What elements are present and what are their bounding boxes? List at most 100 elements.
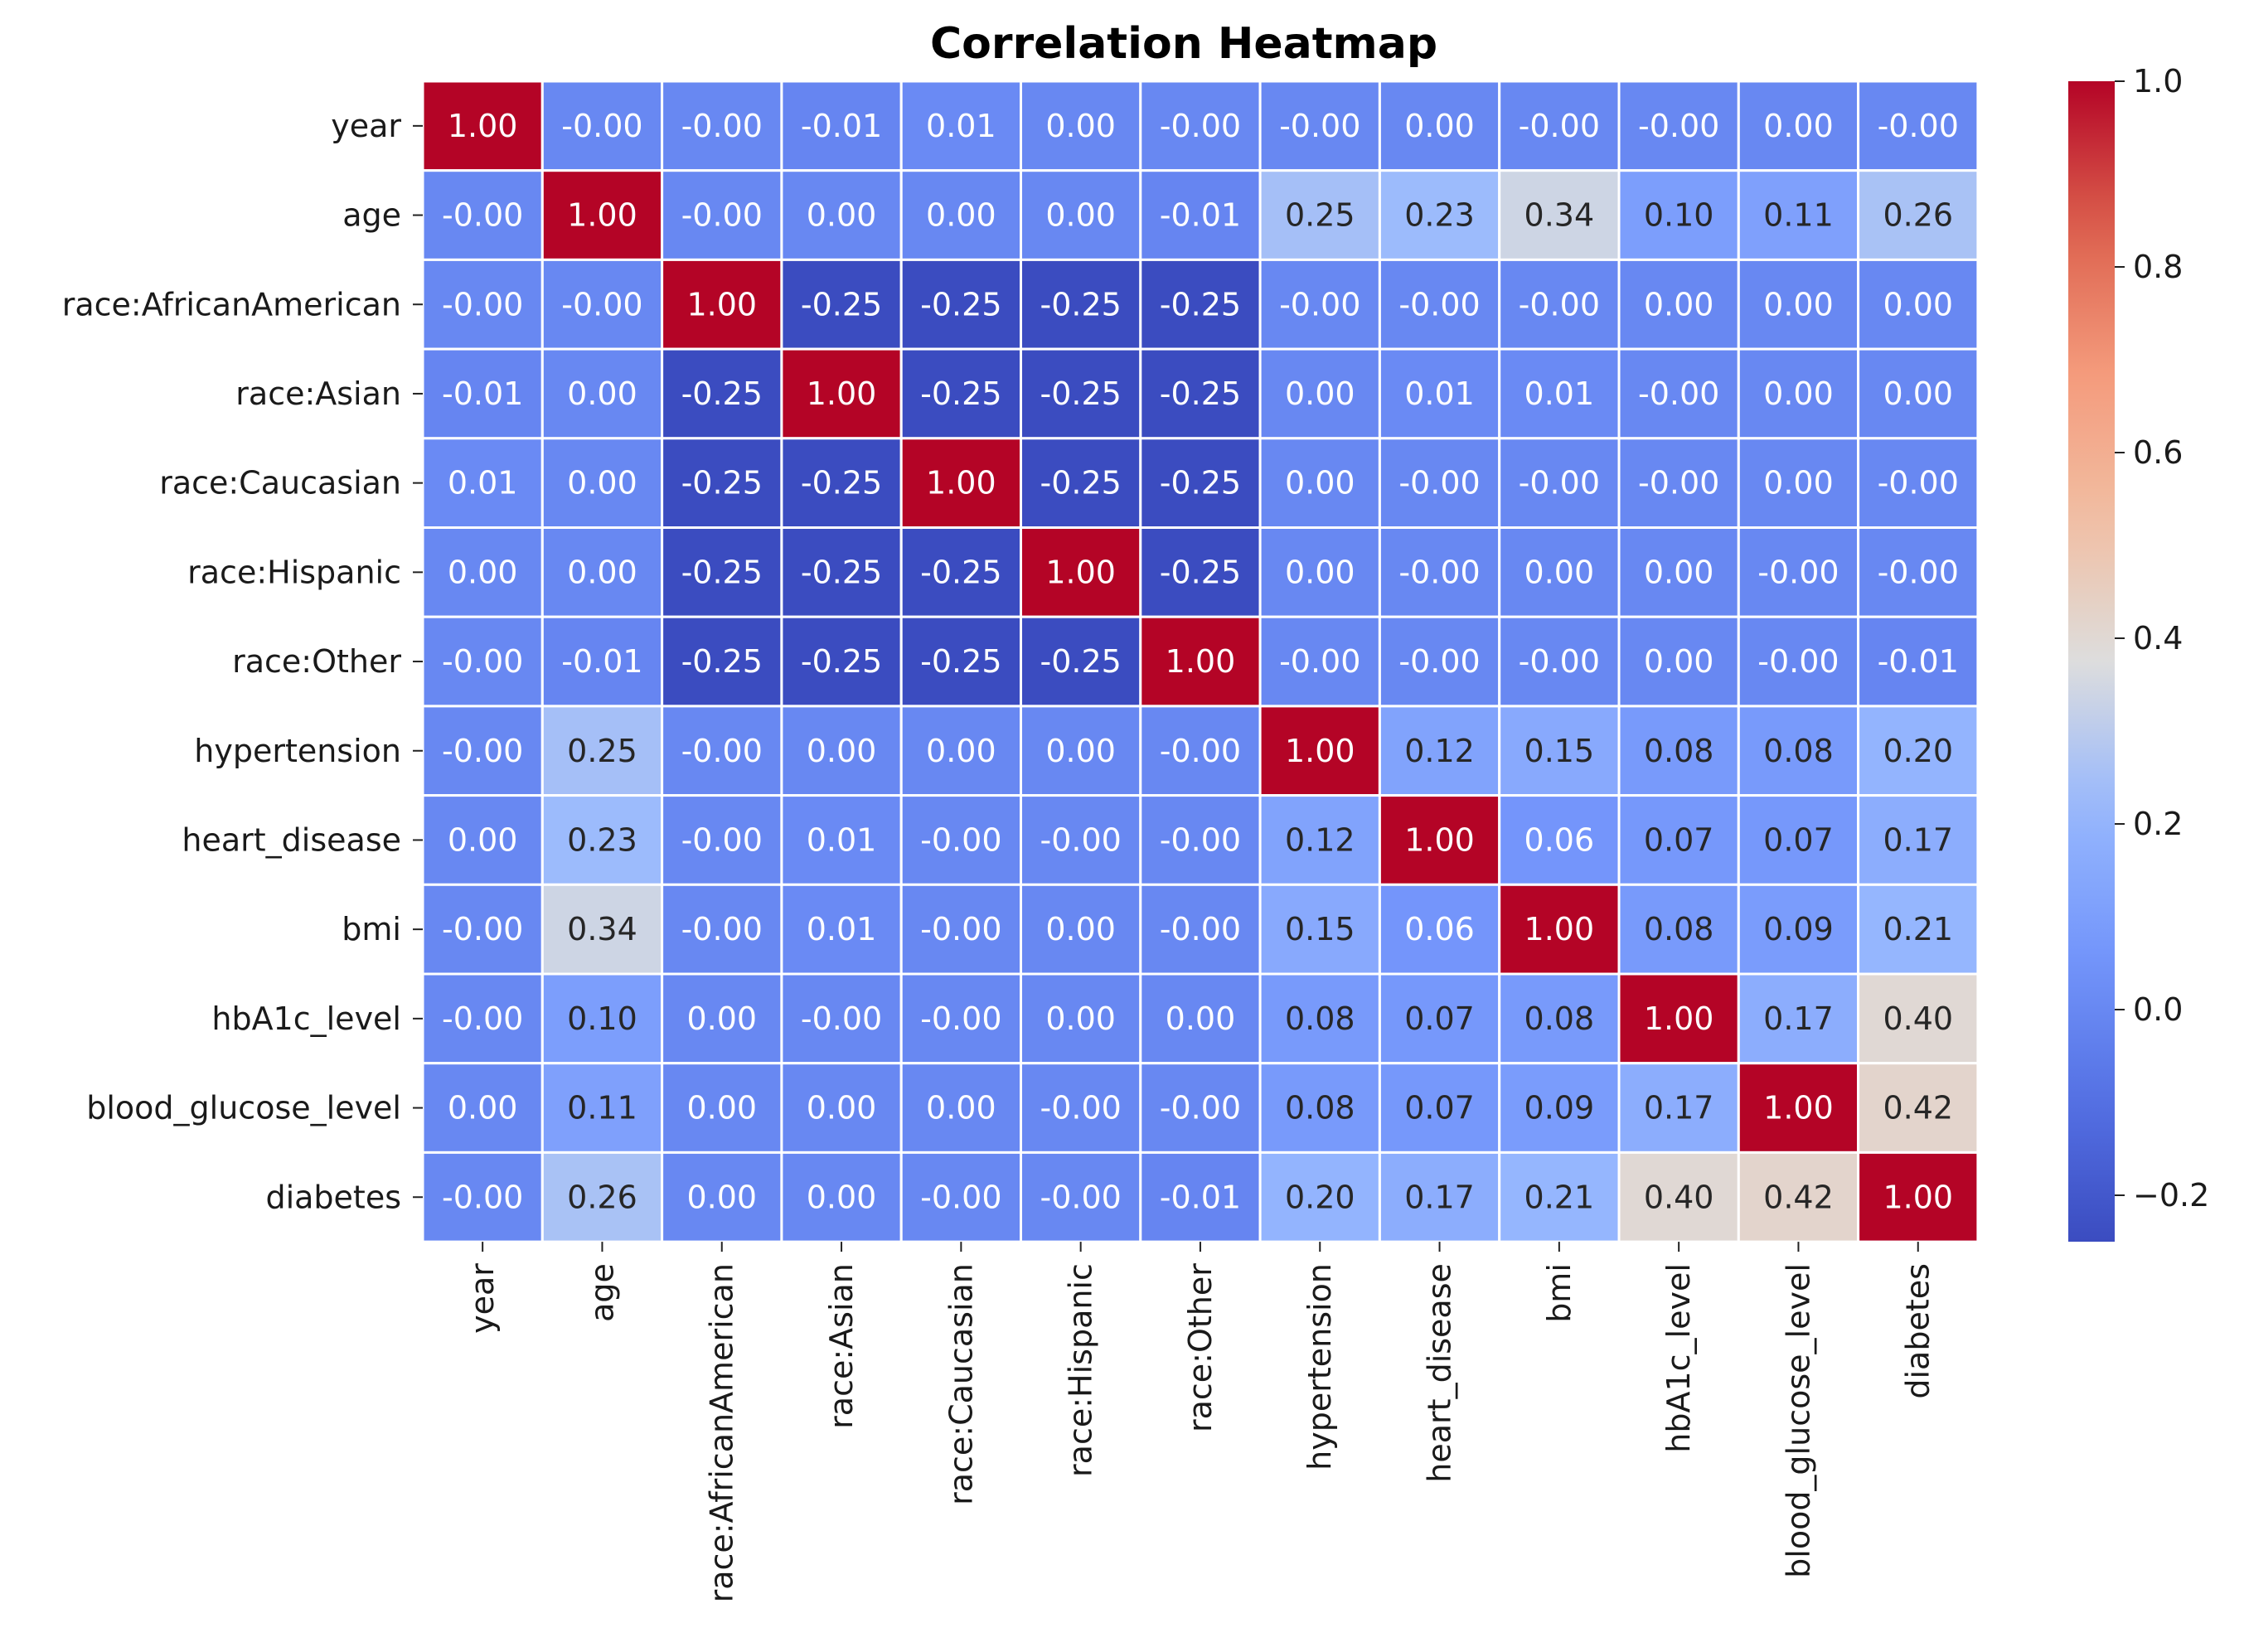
cell-value-label: -0.00 [1398, 554, 1480, 590]
cell-value-label: -0.00 [1398, 286, 1480, 322]
cell-value-label: -0.00 [1878, 465, 1959, 501]
heatmap-cell: -0.00 [1378, 258, 1501, 351]
heatmap-cell-rect [1020, 347, 1142, 440]
cell-value-label: -0.00 [1757, 554, 1839, 590]
heatmap-cell: -0.00 [899, 794, 1022, 886]
y-tick-label: age [342, 197, 401, 234]
heatmap-cell: 0.09 [1737, 883, 1860, 976]
heatmap-cell: 0.00 [899, 705, 1022, 797]
heatmap-cell-rect [1617, 883, 1740, 976]
cell-value-label: 0.42 [1883, 1090, 1953, 1126]
cell-value-label: -0.00 [681, 911, 763, 947]
heatmap-cell-rect [1378, 705, 1501, 797]
cell-value-label: 0.00 [1404, 108, 1475, 144]
cell-value-label: 0.00 [448, 1090, 518, 1126]
heatmap-cell: -0.00 [1139, 794, 1262, 886]
heatmap-cell: -0.25 [1139, 437, 1262, 529]
heatmap-cell: 0.08 [1617, 705, 1740, 797]
heatmap-cell: 0.07 [1378, 1062, 1501, 1154]
cell-value-label: 1.00 [1404, 821, 1475, 858]
cell-value-label: 0.07 [1644, 821, 1714, 858]
colorbar: 1.0 0.8 0.6 0.4 0.2 0.0 −0.2 [2068, 63, 2209, 1242]
heatmap-cell-rect [1857, 347, 1980, 440]
heatmap-cell: -0.25 [1020, 615, 1142, 708]
heatmap-cell: 1.00 [1139, 615, 1262, 708]
cell-value-label: -0.00 [1638, 375, 1719, 412]
cell-value-label: 0.10 [1644, 197, 1714, 234]
heatmap-cell: 0.00 [899, 169, 1022, 261]
cell-value-label: -0.25 [681, 554, 763, 590]
heatmap-cell: 0.00 [1737, 347, 1860, 440]
heatmap-cell: -0.00 [1258, 258, 1381, 351]
y-tick-label: race:Other [232, 643, 401, 680]
cell-value-label: 0.01 [807, 821, 877, 858]
cell-value-label: 1.00 [448, 108, 518, 144]
heatmap-cell-rect [661, 794, 783, 886]
heatmap-cell: -0.00 [1498, 258, 1621, 351]
heatmap-cell: 1.00 [661, 258, 783, 351]
x-tick-label: race:Asian [823, 1263, 860, 1429]
x-tick-label: race:Caucasian [943, 1263, 979, 1505]
heatmap-cell-rect [1020, 615, 1142, 708]
heatmap-cell: 0.23 [1378, 169, 1501, 261]
heatmap-cell: -0.00 [1020, 794, 1142, 886]
heatmap-cell-rect [421, 1151, 544, 1243]
cell-value-label: 1.00 [926, 465, 996, 501]
heatmap-cell-rect [780, 1062, 903, 1154]
y-tick-label: hypertension [194, 733, 401, 769]
heatmap-cell: -0.00 [661, 80, 783, 172]
colorbar-tick-label: −0.2 [2133, 1177, 2209, 1214]
heatmap-cell: 1.00 [1857, 1151, 1980, 1243]
heatmap-cell-rect [1258, 526, 1381, 618]
heatmap-cell-rect [780, 347, 903, 440]
heatmap-cell-rect [540, 1062, 664, 1154]
heatmap-cell-rect [1737, 347, 1860, 440]
heatmap-cell: 0.08 [1258, 972, 1381, 1065]
heatmap-cell: 0.20 [1258, 1151, 1381, 1243]
heatmap-cell-rect [1378, 347, 1501, 440]
heatmap-cell: 0.00 [1258, 526, 1381, 618]
cell-value-label: -0.25 [681, 375, 763, 412]
heatmap-cell: -0.01 [1139, 1151, 1262, 1243]
heatmap-cell-rect [421, 972, 544, 1065]
heatmap-cell: -0.25 [780, 615, 903, 708]
heatmap-cell-rect [1139, 615, 1262, 708]
heatmap-cell-rect [661, 169, 783, 261]
heatmap-cell: 0.08 [1498, 972, 1621, 1065]
cell-value-label: 1.00 [1166, 643, 1236, 680]
heatmap-cell: 0.00 [1737, 258, 1860, 351]
cell-value-label: 0.01 [1524, 375, 1595, 412]
cell-value-label: 0.00 [807, 733, 877, 769]
heatmap-cell-rect [1857, 615, 1980, 708]
cell-value-label: 0.23 [567, 821, 637, 858]
cell-value-label: 0.01 [448, 465, 518, 501]
colorbar-ticks: 1.0 0.8 0.6 0.4 0.2 0.0 −0.2 [2115, 63, 2209, 1214]
cell-value-label: 0.00 [1285, 375, 1355, 412]
heatmap-cell: -0.00 [661, 883, 783, 976]
heatmap-cell: 0.21 [1498, 1151, 1621, 1243]
cell-value-label: 0.00 [926, 1090, 996, 1126]
heatmap-cell: 0.00 [899, 1062, 1022, 1154]
cell-value-label: 1.00 [1883, 1179, 1953, 1215]
cell-value-label: 0.00 [926, 733, 996, 769]
heatmap-cell: -0.00 [1378, 615, 1501, 708]
heatmap-cell-rect [1857, 258, 1980, 351]
x-tick-label: diabetes [1900, 1263, 1936, 1399]
cell-value-label: 0.00 [1763, 286, 1834, 322]
cell-value-label: -0.25 [681, 643, 763, 680]
heatmap-cell-rect [1498, 526, 1621, 618]
heatmap-cell-rect [1498, 80, 1621, 172]
heatmap-cell-rect [1737, 705, 1860, 797]
heatmap-cell: -0.00 [421, 169, 544, 261]
cell-value-label: 0.25 [1285, 197, 1355, 234]
heatmap-cell: -0.01 [540, 615, 664, 708]
cell-value-label: 1.00 [1524, 911, 1595, 947]
cell-value-label: -0.25 [801, 643, 882, 680]
cell-value-label: 0.00 [926, 197, 996, 234]
heatmap-cell-rect [1378, 883, 1501, 976]
heatmap-cell-rect [1258, 972, 1381, 1065]
heatmap-cell-rect [540, 80, 664, 172]
cell-value-label: -0.00 [1398, 643, 1480, 680]
heatmap-cell: 1.00 [1020, 526, 1142, 618]
cell-value-label: 0.00 [1045, 1000, 1116, 1037]
